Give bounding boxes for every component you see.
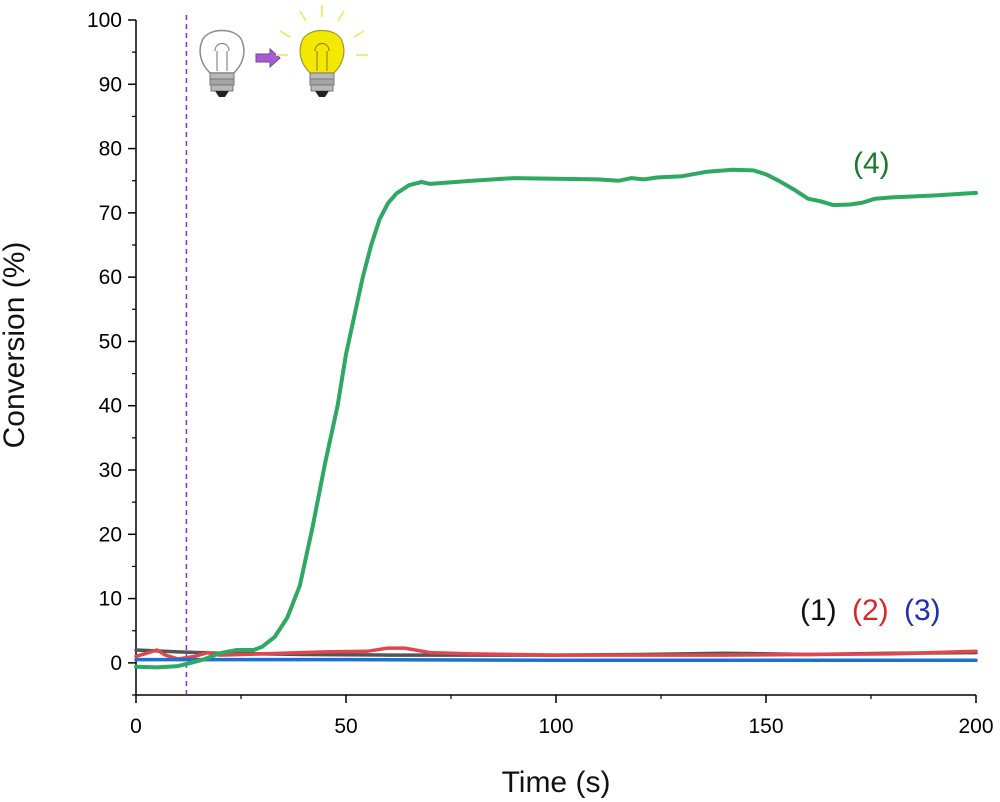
series-line-4 — [134, 167, 978, 670]
y-tick-label: 70 — [99, 202, 122, 225]
y-tick-label: 40 — [99, 395, 122, 418]
axes — [135, 20, 976, 696]
lightbulb-on-icon — [276, 5, 368, 97]
y-tick-label: 20 — [99, 523, 122, 546]
y-tick-label: 90 — [99, 73, 122, 96]
y-tick-label: 80 — [99, 138, 122, 161]
x-axis-title: Time (s) — [502, 766, 611, 799]
series-label-4: (4) — [853, 147, 890, 180]
series-label-3: (3) — [904, 594, 941, 627]
y-tick-label: 30 — [99, 459, 122, 482]
y-axis-title: Conversion (%) — [0, 242, 31, 449]
x-tick-label: 50 — [334, 715, 357, 738]
x-tick-label: 200 — [958, 715, 993, 738]
arrow-right-icon — [255, 47, 281, 69]
x-tick-label: 150 — [748, 715, 783, 738]
y-tick-label: 0 — [110, 652, 122, 675]
y-tick-label: 50 — [99, 330, 122, 353]
y-tick-label: 10 — [99, 588, 122, 611]
series-label-1: (1) — [800, 594, 837, 627]
series-line-2 — [134, 646, 978, 661]
x-ticks: 0 50 100 150 200 — [130, 695, 994, 738]
y-tick-label: 60 — [99, 266, 122, 289]
y-ticks: 0 10 20 30 40 50 60 70 80 90 100 — [87, 9, 136, 696]
x-tick-label: 100 — [538, 715, 573, 738]
x-tick-label: 0 — [130, 715, 142, 738]
lightbulb-off-icon — [199, 29, 245, 97]
y-tick-label: 100 — [87, 9, 122, 32]
series-group — [134, 167, 978, 670]
series-label-2: (2) — [852, 594, 889, 627]
series-line-3 — [134, 657, 978, 663]
